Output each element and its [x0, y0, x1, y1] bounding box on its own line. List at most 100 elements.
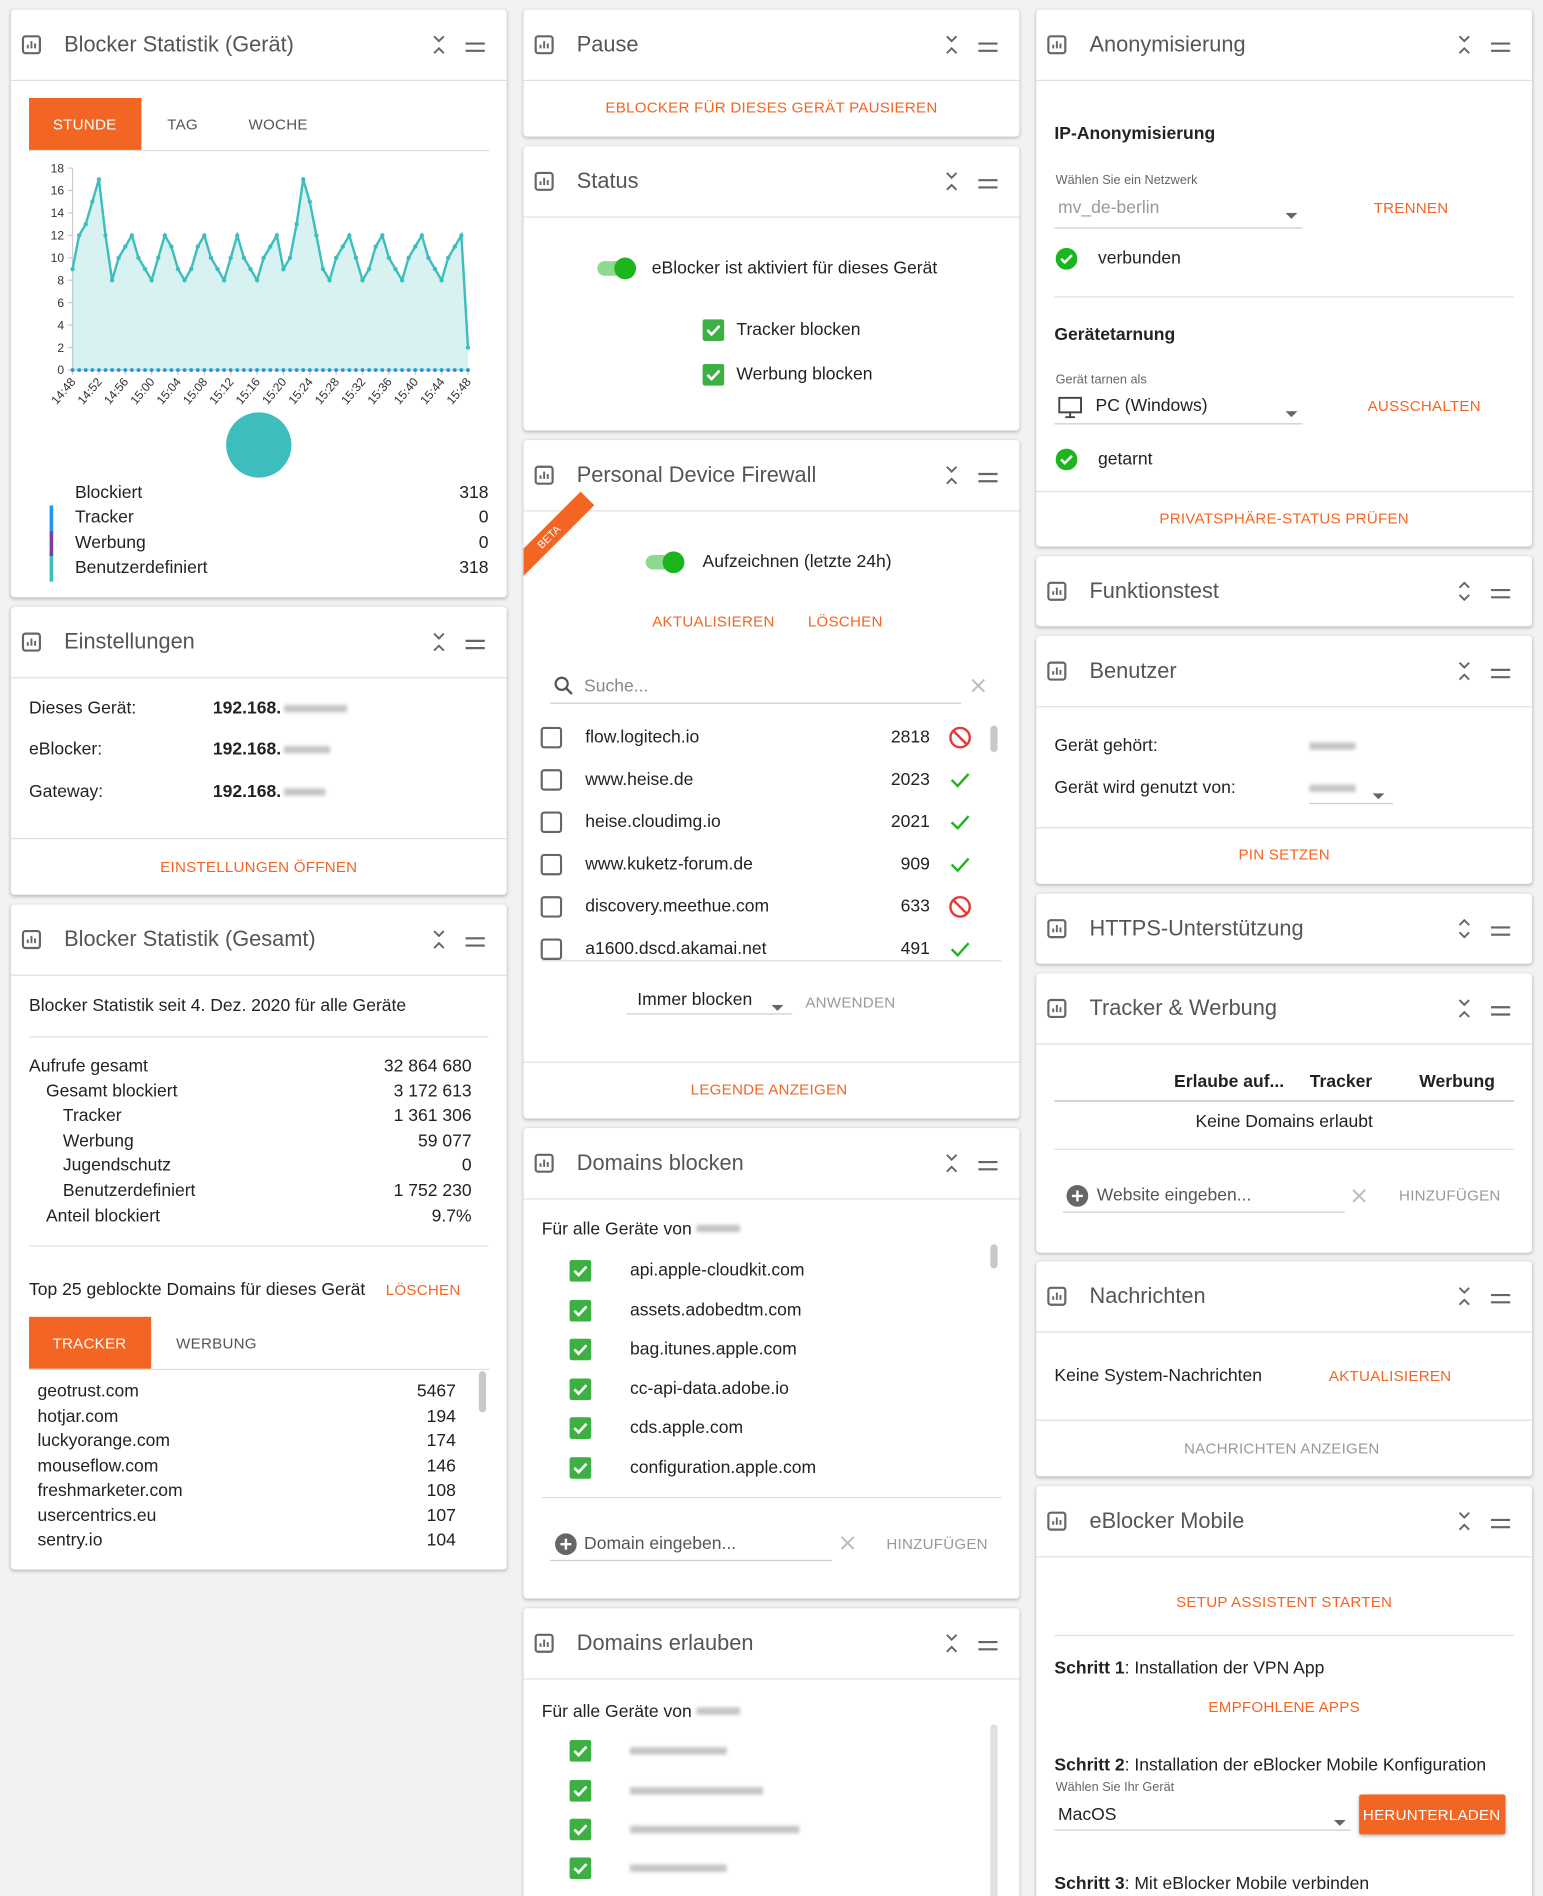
legend-button[interactable]: LEGENDE ANZEIGEN [690, 1081, 848, 1098]
point [149, 368, 154, 372]
collapse-button[interactable] [1456, 1509, 1473, 1533]
point [419, 368, 424, 372]
setting-label: Gateway: [29, 782, 104, 802]
collapse-button[interactable] [943, 169, 960, 193]
collapse-button[interactable] [430, 630, 447, 654]
add-button[interactable]: HINZUFÜGEN [886, 1535, 988, 1553]
checkbox [569, 1299, 592, 1322]
record-label: Aufzeichnen (letzte 24h) [702, 552, 892, 572]
toggle [595, 256, 639, 280]
collapse-button[interactable] [943, 1151, 960, 1175]
open-settings-button[interactable]: EINSTELLUNGEN ÖFFNEN [160, 858, 358, 876]
collapse-button[interactable] [943, 1631, 960, 1655]
field-label: Wählen Sie Ihr Gerät [1055, 1779, 1175, 1795]
section-title: IP-Anonymisierung [1054, 124, 1216, 144]
card-title: HTTPS-Unterstützung [1089, 915, 1304, 941]
pause-button[interactable]: EBLOCKER FÜR DIESES GERÄT PAUSIEREN [605, 99, 938, 117]
device-select[interactable]: MacOS [1058, 1805, 1117, 1825]
refresh-button[interactable]: AKTUALISIEREN [652, 613, 775, 630]
clear-icon [970, 677, 987, 694]
privacy-check-button[interactable]: PRIVATSPHÄRE-STATUS PRÜFEN [1159, 510, 1409, 528]
blocked-domain: assets.adobedtm.com [629, 1300, 802, 1320]
search-input[interactable]: Suche... [584, 677, 649, 697]
collapse-button[interactable] [943, 33, 960, 57]
divider [1062, 1211, 1345, 1213]
clear-button[interactable]: LÖSCHEN [385, 1281, 461, 1299]
collapse-button[interactable] [1456, 33, 1473, 57]
point [327, 368, 332, 372]
tab[interactable]: WERBUNG [176, 1334, 257, 1352]
point [149, 278, 154, 283]
divider [550, 1559, 832, 1562]
dropdown-arrow [1333, 1811, 1346, 1826]
collapse-button[interactable] [430, 927, 447, 951]
point [307, 199, 312, 204]
scrollbar [990, 1724, 998, 1896]
stats-label: Benutzerdefiniert [62, 1181, 196, 1201]
apps-button[interactable]: EMPFOHLENE APPS [1208, 1698, 1360, 1716]
collapse-button[interactable] [1456, 1284, 1473, 1308]
fw-domain: flow.logitech.io [585, 727, 700, 748]
drag-handle [1490, 37, 1511, 52]
x-tick-label: 15:48 [444, 375, 474, 407]
card: Domains blocken Für alle Geräte von api.ap… [523, 1128, 1020, 1599]
collapse-button[interactable] [430, 33, 447, 57]
stats-label: Tracker [62, 1106, 122, 1126]
card: Blocker Statistik (Gesamt) Blocker Statis… [10, 904, 507, 1570]
apply-button[interactable]: ANWENDEN [805, 993, 896, 1011]
checkbox [702, 319, 725, 341]
drag-handle [1490, 664, 1511, 679]
point [274, 233, 280, 238]
setup-button[interactable]: SETUP ASSISTENT STARTEN [1176, 1593, 1393, 1611]
point [176, 368, 180, 372]
blocked-domain: cc-api-data.adobe.io [629, 1379, 789, 1399]
clear-button[interactable]: LÖSCHEN [807, 613, 883, 630]
add-icon [555, 1533, 577, 1556]
card-title: Personal Device Firewall [576, 462, 817, 487]
point [182, 278, 187, 283]
cloak-select[interactable]: PC (Windows) [1095, 396, 1208, 416]
rule-select[interactable]: Immer blocken [637, 990, 753, 1010]
point [360, 278, 365, 283]
card-icon [533, 1632, 555, 1654]
redacted [629, 1864, 727, 1872]
website-input[interactable]: Website eingeben... [1096, 1186, 1252, 1206]
card-icon [1046, 918, 1068, 940]
tab-active [29, 97, 142, 150]
divider [29, 1368, 490, 1371]
show-messages-button[interactable]: NACHRICHTEN ANZEIGEN [1184, 1440, 1380, 1458]
redacted [696, 1224, 741, 1233]
collapse-button[interactable] [943, 463, 960, 487]
refresh-button[interactable]: AKTUALISIEREN [1328, 1367, 1452, 1385]
disconnect-button[interactable]: TRENNEN [1373, 199, 1449, 217]
expand-button[interactable] [1456, 917, 1473, 941]
fw-count: 633 [900, 897, 930, 917]
legend-swatch [49, 556, 54, 582]
disable-button[interactable]: AUSSCHALTEN [1367, 397, 1481, 415]
point [208, 255, 214, 261]
collapse-button[interactable] [1456, 659, 1473, 683]
fw-domain: heise.cloudimg.io [585, 812, 721, 832]
add-button[interactable]: HINZUFÜGEN [1399, 1187, 1501, 1205]
allowed-icon [948, 810, 972, 834]
expand-button[interactable] [1456, 579, 1473, 603]
point [129, 368, 134, 372]
domain-input[interactable]: Domain eingeben... [584, 1534, 737, 1554]
set-pin-button[interactable]: PIN SETZEN [1238, 846, 1330, 864]
collapse-button[interactable] [1456, 996, 1473, 1020]
legend-swatch [49, 505, 54, 531]
empty-message: Keine Domains erlaubt [1195, 1112, 1373, 1132]
point [162, 368, 167, 372]
card: Personal Device Firewall BETA Aufzeichnen … [523, 440, 1020, 1119]
tab[interactable]: TAG [167, 116, 198, 134]
download-label[interactable]: HERUNTERLADEN [1362, 1806, 1501, 1824]
divider [550, 702, 962, 704]
domain-list: api.apple-cloudkit.com assets.adobedtm.co… [524, 1249, 1002, 1497]
fw-count: 2023 [890, 770, 930, 790]
tab[interactable]: WOCHE [248, 116, 308, 134]
redacted [284, 704, 348, 713]
tab[interactable]: STUNDE [52, 116, 117, 134]
x-tick-label: 15:44 [417, 375, 447, 407]
network-select[interactable]: mv_de-berlin [1058, 198, 1160, 218]
tab[interactable]: TRACKER [52, 1334, 127, 1352]
